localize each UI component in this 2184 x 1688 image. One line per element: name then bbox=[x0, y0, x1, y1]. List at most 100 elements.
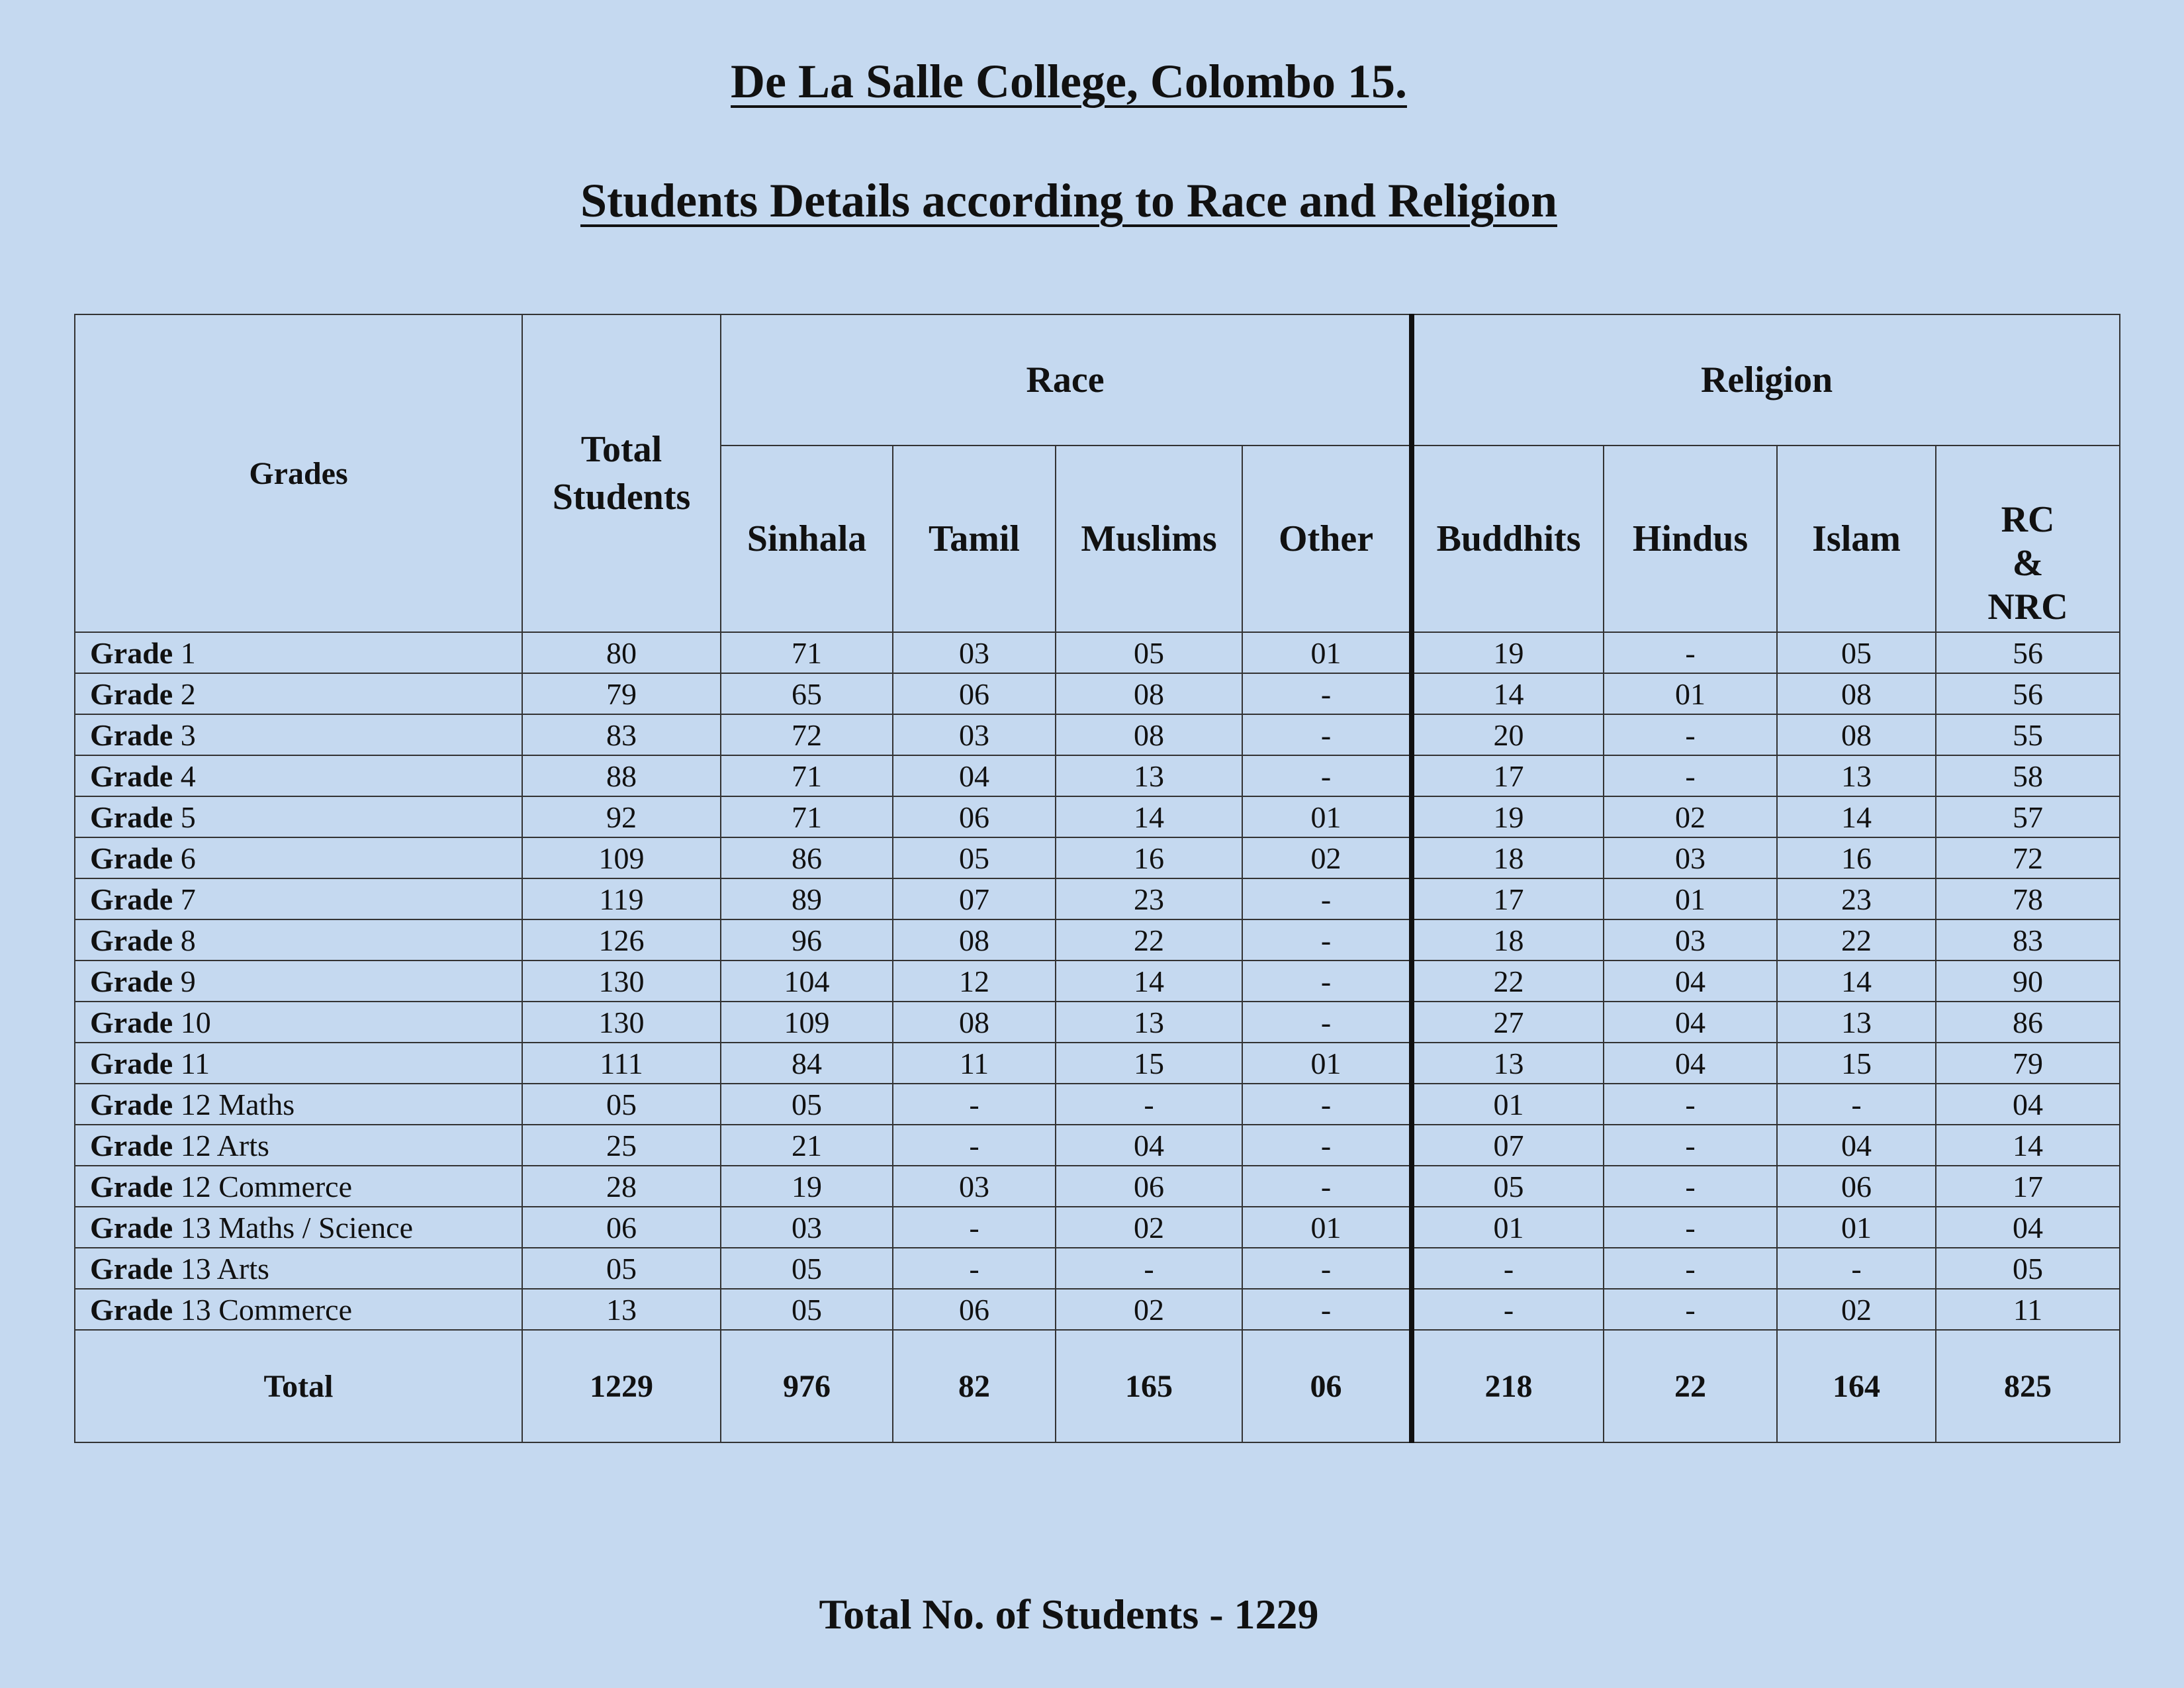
table-cell: 22 bbox=[1409, 960, 1605, 1002]
table-cell: 14 bbox=[1776, 796, 1937, 838]
table-body: Grade 1 80 71 03 05 01 19-05 56 Grade 2 79 65 06 08-… bbox=[74, 632, 2121, 1443]
table-cell: 126 bbox=[522, 919, 721, 961]
table-cell: - bbox=[1409, 1288, 1605, 1331]
table-cell: 05 bbox=[522, 1083, 721, 1125]
grade-cell: Grade 13 Commerce bbox=[74, 1288, 523, 1331]
table-cell: 03 bbox=[892, 714, 1056, 756]
table-cell: 16 bbox=[1055, 837, 1243, 879]
table-cell: 05 bbox=[1055, 632, 1243, 674]
table-cell: 57 bbox=[1935, 796, 2121, 838]
table-cell: 22 bbox=[1776, 919, 1937, 961]
grade-word: Grade bbox=[90, 759, 173, 793]
table-cell: 03 bbox=[892, 632, 1056, 674]
table-cell: 71 bbox=[720, 796, 893, 838]
table-cell: 05 bbox=[892, 837, 1056, 879]
table-cell: 83 bbox=[522, 714, 721, 756]
total-label: Total bbox=[74, 1329, 523, 1443]
table-cell: 58 bbox=[1935, 755, 2121, 797]
total-row: Total 1229 976 82 165 06 218 22 164 825 bbox=[74, 1329, 2121, 1443]
table-cell: 15 bbox=[1055, 1042, 1243, 1084]
table-cell: 04 bbox=[1603, 1042, 1778, 1084]
table-row: Grade 6 109 86 05 16 02 18 03 16 72 bbox=[74, 837, 2121, 879]
header-hindus: Hindus bbox=[1603, 445, 1778, 633]
grade-cell: Grade 8 bbox=[74, 919, 523, 961]
table-cell: 23 bbox=[1055, 878, 1243, 920]
table-cell: - bbox=[892, 1083, 1056, 1125]
table-cell: 01 bbox=[1603, 673, 1778, 715]
grade-label: 1 bbox=[180, 635, 196, 670]
grade-cell: Grade 3 bbox=[74, 714, 523, 756]
table-cell: - bbox=[892, 1247, 1056, 1289]
grade-word: Grade bbox=[90, 635, 173, 670]
grade-cell: Grade 13 Arts bbox=[74, 1247, 523, 1289]
grade-word: Grade bbox=[90, 964, 173, 998]
table-cell: - bbox=[1776, 1247, 1937, 1289]
grade-cell: Grade 12 Arts bbox=[74, 1124, 523, 1166]
grade-word: Grade bbox=[90, 1292, 173, 1327]
table-cell: 04 bbox=[1776, 1124, 1937, 1166]
table-cell: 119 bbox=[522, 878, 721, 920]
table-cell: 02 bbox=[1055, 1206, 1243, 1248]
table-cell: 12 bbox=[892, 960, 1056, 1002]
table-cell: 06 bbox=[1055, 1165, 1243, 1207]
table-cell: 01 bbox=[1241, 796, 1413, 838]
table-cell: - bbox=[1603, 1165, 1778, 1207]
table-cell: - bbox=[1241, 1083, 1413, 1125]
table-cell: 07 bbox=[1409, 1124, 1605, 1166]
grade-label: 8 bbox=[180, 923, 196, 957]
table-row: Grade 12 Maths 05 05- - -01- -04 bbox=[74, 1083, 2121, 1125]
header-race-group: Race bbox=[719, 314, 1413, 446]
table-cell: 05 bbox=[522, 1247, 721, 1289]
total-cell: 164 bbox=[1776, 1329, 1937, 1443]
header-muslims: Muslims bbox=[1055, 445, 1243, 633]
table-cell: 22 bbox=[1055, 919, 1243, 961]
grade-cell: Grade 4 bbox=[74, 755, 523, 797]
header-buddhists: Buddhits bbox=[1409, 445, 1605, 633]
table-cell: 13 bbox=[522, 1288, 721, 1331]
table-cell: - bbox=[892, 1124, 1056, 1166]
table-cell: 79 bbox=[1935, 1042, 2121, 1084]
table-cell: 109 bbox=[720, 1001, 893, 1043]
table-cell: 19 bbox=[1409, 796, 1605, 838]
table-cell: 96 bbox=[720, 919, 893, 961]
table-cell: 04 bbox=[1055, 1124, 1243, 1166]
total-cell: 218 bbox=[1409, 1329, 1605, 1443]
table-cell: - bbox=[1241, 878, 1413, 920]
table-cell: 01 bbox=[1409, 1083, 1605, 1125]
table-cell: 14 bbox=[1055, 796, 1243, 838]
table-row: Grade 12 Arts 25 21-04-07-04 14 bbox=[74, 1124, 2121, 1166]
table-cell: 14 bbox=[1409, 673, 1605, 715]
table-cell: 83 bbox=[1935, 919, 2121, 961]
grade-cell: Grade 13 Maths / Science bbox=[74, 1206, 523, 1248]
table-cell: 03 bbox=[1603, 837, 1778, 879]
table-cell: 111 bbox=[522, 1042, 721, 1084]
grade-word: Grade bbox=[90, 1251, 173, 1286]
table-cell: 06 bbox=[1776, 1165, 1937, 1207]
table-cell: 05 bbox=[1776, 632, 1937, 674]
table-cell: 16 bbox=[1776, 837, 1937, 879]
total-students-footer: Total No. of Students - 1229 bbox=[819, 1591, 1319, 1638]
table-cell: 06 bbox=[892, 673, 1056, 715]
table-cell: 72 bbox=[720, 714, 893, 756]
table-cell: 17 bbox=[1935, 1165, 2121, 1207]
page-subtitle: Students Details according to Race and R… bbox=[580, 174, 1557, 227]
table-cell: 56 bbox=[1935, 673, 2121, 715]
table-cell: 02 bbox=[1055, 1288, 1243, 1331]
grade-cell: Grade 9 bbox=[74, 960, 523, 1002]
table-cell: - bbox=[1603, 714, 1778, 756]
header-sinhala: Sinhala bbox=[720, 445, 893, 633]
table-row: Grade 11 111 84 11 15 01 13 04 15 79 bbox=[74, 1042, 2121, 1084]
table-cell: 05 bbox=[720, 1247, 893, 1289]
table-cell: 23 bbox=[1776, 878, 1937, 920]
grade-word: Grade bbox=[90, 1128, 173, 1162]
grade-label: 9 bbox=[180, 964, 196, 998]
header-total-line1: Total bbox=[580, 429, 662, 470]
table-row: Grade 5 92 71 06 14 01 19 02 14 57 bbox=[74, 796, 2121, 838]
table-cell: - bbox=[1603, 1206, 1778, 1248]
table-cell: 89 bbox=[720, 878, 893, 920]
grade-label: 3 bbox=[180, 718, 196, 752]
table-cell: 04 bbox=[1603, 960, 1778, 1002]
grade-cell: Grade 7 bbox=[74, 878, 523, 920]
grade-cell: Grade 11 bbox=[74, 1042, 523, 1084]
table-cell: 18 bbox=[1409, 919, 1605, 961]
